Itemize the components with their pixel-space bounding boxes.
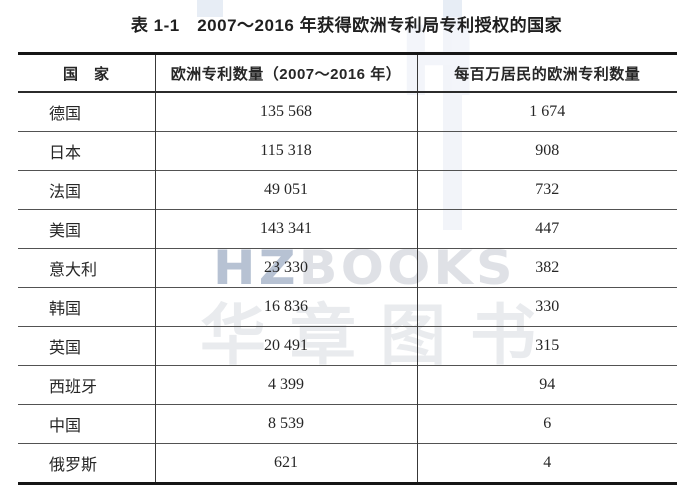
per-million-cell: 4 (416, 443, 677, 484)
patents-cell: 4 399 (154, 365, 417, 405)
table-row: 韩国 16 836 330 (18, 287, 677, 327)
patents-cell: 20 491 (154, 326, 417, 366)
table-row: 美国 143 341 447 (18, 209, 677, 249)
table-row: 日本 115 318 908 (18, 131, 677, 171)
patents-cell: 621 (154, 443, 417, 484)
table-row: 法国 49 051 732 (18, 170, 677, 210)
table-row: 德国 135 568 1 674 (18, 92, 677, 132)
patents-cell: 8 539 (154, 404, 417, 444)
table-caption: 表 1-1 2007～2016 年获得欧洲专利局专利授权的国家 (130, 16, 563, 35)
country-cell: 中国 (18, 404, 155, 444)
column-header-per-capita: 每百万居民的欧洲专利数量 (416, 53, 677, 93)
per-million-cell: 908 (416, 131, 677, 171)
per-million-cell: 732 (416, 170, 677, 210)
column-header-country: 国 家 (18, 53, 155, 93)
column-header-patents: 欧洲专利数量（2007～2016 年） (154, 53, 417, 93)
per-million-cell: 6 (416, 404, 677, 444)
header-row: 国 家 欧洲专利数量（2007～2016 年） 每百万居民的欧洲专利数量 (18, 53, 677, 93)
table-row: 意大利 23 330 382 (18, 248, 677, 288)
patents-cell: 135 568 (154, 92, 417, 132)
per-million-cell: 330 (416, 287, 677, 327)
country-cell: 英国 (18, 326, 155, 366)
country-cell: 韩国 (18, 287, 155, 327)
per-million-cell: 94 (416, 365, 677, 405)
table-row: 英国 20 491 315 (18, 326, 677, 366)
table-row: 中国 8 539 6 (18, 404, 677, 444)
patents-cell: 143 341 (154, 209, 417, 249)
table-row: 俄罗斯 621 4 (18, 443, 677, 484)
country-cell: 日本 (18, 131, 155, 171)
table-row: 西班牙 4 399 94 (18, 365, 677, 405)
per-million-cell: 315 (416, 326, 677, 366)
country-cell: 意大利 (18, 248, 155, 288)
country-cell: 美国 (18, 209, 155, 249)
country-cell: 德国 (49, 106, 82, 123)
document-page: H HZBOOKS 华章图书 表 1-1 2007～2016 年获得欧洲专利局专… (18, 0, 677, 485)
patents-cell: 115 318 (154, 131, 417, 171)
patents-table: 国 家 欧洲专利数量（2007～2016 年） 每百万居民的欧洲专利数量 德国 … (18, 52, 677, 485)
country-cell: 法国 (18, 170, 155, 210)
per-million-cell: 382 (416, 248, 677, 288)
per-million-cell: 1 674 (416, 92, 677, 132)
patents-cell: 49 051 (154, 170, 417, 210)
country-cell: 西班牙 (18, 365, 155, 405)
per-million-cell: 447 (416, 209, 677, 249)
country-cell: 俄罗斯 (18, 443, 155, 484)
patents-cell: 23 330 (154, 248, 417, 288)
patents-cell: 16 836 (154, 287, 417, 327)
